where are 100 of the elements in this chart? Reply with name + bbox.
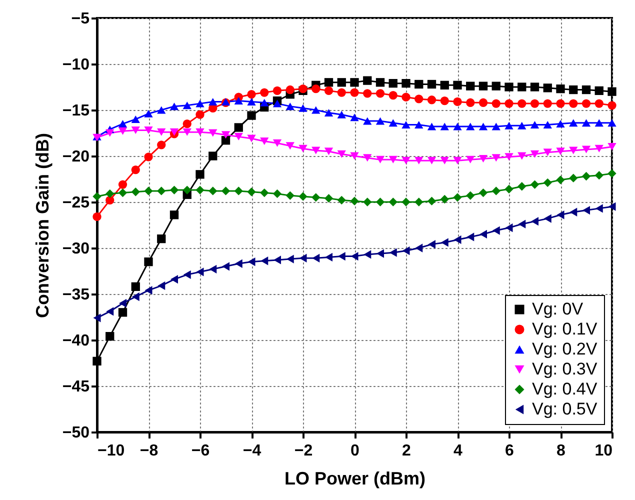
point <box>505 223 513 232</box>
point <box>92 192 102 201</box>
point <box>247 188 256 196</box>
point <box>402 246 410 256</box>
point <box>582 85 591 94</box>
point <box>466 98 475 107</box>
point <box>376 89 385 98</box>
y-axis-title: Conversion Gain (dB) <box>32 132 52 318</box>
point <box>376 156 385 164</box>
point <box>569 119 578 127</box>
point <box>247 111 256 120</box>
point <box>453 97 462 106</box>
point <box>440 122 449 130</box>
point <box>453 156 462 164</box>
legend-label: Vg: 0.5V <box>532 400 598 418</box>
point <box>157 128 166 136</box>
point <box>608 143 616 151</box>
point <box>543 120 552 128</box>
point <box>350 88 359 97</box>
point <box>118 127 128 135</box>
point <box>608 202 616 211</box>
point <box>414 80 424 89</box>
point <box>298 192 308 201</box>
point <box>92 212 102 222</box>
point <box>594 170 604 180</box>
point <box>376 249 384 258</box>
point <box>350 114 359 122</box>
point <box>325 252 332 262</box>
point <box>478 188 488 198</box>
point <box>272 189 282 198</box>
point <box>234 259 242 268</box>
point <box>106 332 114 341</box>
point <box>388 119 398 127</box>
point <box>363 198 372 206</box>
point <box>594 99 604 108</box>
point <box>208 98 218 106</box>
point <box>298 144 308 152</box>
point <box>440 194 449 204</box>
point <box>363 89 372 98</box>
point <box>144 286 152 295</box>
point <box>556 210 564 220</box>
point <box>427 96 436 104</box>
point <box>608 119 616 127</box>
point <box>286 142 294 150</box>
point <box>131 282 140 291</box>
point <box>274 256 281 264</box>
point <box>492 82 500 90</box>
x-tick-label: −2 <box>294 442 313 460</box>
point <box>132 292 140 302</box>
point <box>337 196 346 204</box>
point <box>170 186 179 194</box>
point <box>440 96 449 106</box>
y-tick-label: −15 <box>62 102 90 120</box>
point <box>531 216 538 226</box>
point <box>363 76 372 85</box>
point <box>248 257 256 266</box>
point <box>324 86 334 95</box>
point <box>414 120 424 128</box>
point <box>402 78 410 88</box>
point <box>196 128 204 136</box>
point <box>118 120 128 128</box>
point <box>504 122 514 130</box>
point <box>106 196 114 204</box>
point <box>530 82 540 92</box>
point <box>453 122 462 130</box>
point <box>478 98 488 107</box>
point <box>608 101 616 110</box>
y-tick-label: −25 <box>62 194 90 212</box>
x-tick-label: 0 <box>350 442 360 460</box>
x-tick-label: −6 <box>191 442 210 460</box>
point <box>298 104 308 112</box>
point <box>272 100 282 108</box>
point <box>119 298 126 308</box>
point <box>221 131 230 139</box>
point <box>480 230 487 239</box>
point <box>556 99 565 108</box>
point <box>453 80 462 90</box>
point <box>196 186 204 194</box>
point <box>492 186 500 196</box>
point <box>324 78 334 87</box>
point <box>131 126 140 134</box>
point <box>209 264 217 274</box>
point <box>478 82 488 90</box>
point <box>427 80 436 89</box>
point <box>594 86 604 96</box>
point <box>196 110 204 119</box>
point <box>543 99 552 108</box>
point <box>182 102 192 110</box>
point <box>466 191 475 200</box>
point <box>582 119 591 127</box>
point <box>234 132 243 140</box>
point <box>388 78 398 88</box>
point <box>376 198 385 206</box>
point <box>453 193 462 202</box>
point <box>363 117 372 125</box>
point <box>286 191 294 200</box>
point <box>260 88 269 97</box>
point <box>106 307 114 316</box>
x-tick-label: 4 <box>454 442 463 460</box>
point <box>518 122 526 130</box>
